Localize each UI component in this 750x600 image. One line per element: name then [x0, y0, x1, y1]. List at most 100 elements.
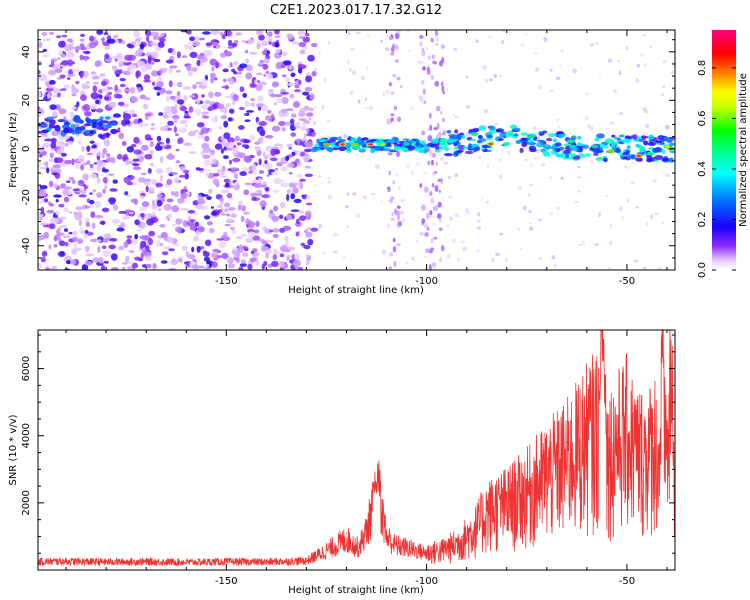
spectrogram-cell	[262, 151, 266, 158]
spectrogram-cell	[230, 197, 234, 201]
spectrogram-cell	[619, 206, 623, 211]
spectrogram-cell	[432, 152, 436, 158]
spectrogram-cell	[633, 259, 639, 263]
spectrogram-cell	[431, 159, 434, 166]
spectrogram-cell	[121, 215, 130, 220]
spectrogram-cell	[210, 211, 218, 216]
spectrogram-cell	[272, 254, 278, 261]
spectrogram-cell	[50, 217, 59, 224]
spectrogram-cell	[68, 176, 75, 181]
spectrogram-cell	[240, 215, 245, 223]
spectrogram-cell	[280, 143, 284, 150]
spectrogram-frame	[37, 29, 676, 271]
spectrogram-cell	[665, 124, 670, 130]
spectrogram-cell	[68, 50, 75, 58]
spectrogram-cell	[102, 250, 110, 258]
spectrogram-cell	[196, 122, 205, 128]
spectrogram-cell	[226, 213, 230, 217]
spectrogram-cell	[251, 196, 257, 201]
spectrogram-cell	[387, 152, 393, 156]
spectrogram-cell	[177, 227, 182, 235]
spectrogram-cell	[63, 84, 70, 90]
spectrogram-cell	[440, 245, 445, 252]
spectrogram-cell	[175, 133, 179, 136]
spectrogram-cell	[595, 41, 599, 46]
colorbar-label: Normalized spectral amplitude	[738, 73, 749, 227]
spectrogram-cell	[231, 100, 236, 106]
spectrogram-y-tick-label: -20	[21, 189, 32, 205]
spectrogram-cell	[250, 84, 258, 87]
spectrogram-cell	[265, 187, 270, 192]
spectrogram-cell	[557, 125, 561, 129]
spectrogram-cell	[111, 157, 116, 164]
spectrogram-cell	[69, 211, 73, 214]
spectrogram-cell	[79, 54, 84, 61]
spectrogram-cell	[159, 174, 164, 182]
spectrogram-cell	[97, 177, 101, 184]
spectrogram-cell	[125, 255, 130, 263]
spectrogram-cell	[51, 265, 58, 270]
spectrogram-cell	[38, 234, 42, 242]
spectrogram-cell	[152, 199, 156, 206]
spectrogram-cell	[194, 36, 200, 42]
spectrogram-cell	[158, 112, 164, 116]
spectrogram-cell	[350, 47, 355, 52]
spectrogram-cell	[71, 88, 80, 94]
spectrogram-cell	[668, 136, 675, 140]
spectrogram-cell	[318, 223, 323, 229]
spectrogram-cell	[174, 176, 179, 184]
spectrogram-cell	[194, 221, 199, 227]
spectrogram-cell	[150, 162, 154, 167]
spectrogram-cell	[274, 30, 280, 35]
spectrogram-cell	[657, 267, 662, 270]
spectrogram-cell	[306, 133, 313, 137]
spectrogram-cell	[59, 183, 64, 189]
spectrogram-cell	[150, 179, 158, 185]
spectrogram-cell	[236, 142, 242, 146]
spectrogram-cell	[298, 118, 307, 121]
spectrogram-cell	[125, 159, 130, 166]
spectrogram-cell	[90, 92, 99, 100]
spectrogram-cell	[57, 119, 65, 123]
spectrogram-cell	[219, 197, 224, 203]
spectrogram-cell	[176, 51, 181, 59]
spectrogram-cell	[468, 128, 477, 133]
spectrogram-cell	[71, 93, 77, 97]
spectrogram-cell	[196, 198, 206, 205]
spectrogram-cell	[162, 251, 169, 256]
spectrogram-cell	[163, 203, 172, 211]
spectrogram-cell	[396, 243, 401, 247]
spectrogram-cell	[66, 73, 76, 77]
spectrogram-cell	[271, 215, 280, 222]
spectrogram-cell	[46, 116, 54, 120]
spectrogram-cell	[278, 214, 284, 219]
spectrogram-cell	[183, 142, 192, 146]
spectrogram-cell	[186, 64, 192, 72]
spectrogram-cell	[115, 39, 119, 45]
spectrogram-cell	[108, 173, 115, 176]
spectrogram-cell	[631, 162, 635, 165]
spectrogram-cell	[97, 151, 102, 157]
spectrogram-cell	[78, 194, 87, 198]
spectrogram-cell	[216, 168, 222, 174]
spectrogram-cell	[350, 90, 354, 95]
spectrogram-cell	[108, 237, 118, 242]
spectrogram-cell	[276, 98, 283, 103]
spectrogram-cell	[543, 37, 548, 43]
spectrogram-cell	[124, 191, 129, 196]
snr-point	[394, 539, 396, 541]
spectrogram-cell	[145, 256, 152, 261]
spectrogram-cell	[208, 127, 213, 134]
spectrogram-cell	[216, 238, 225, 241]
spectrogram-cell	[286, 256, 290, 262]
spectrogram-cell	[241, 144, 247, 148]
spectrogram-cell	[58, 216, 67, 220]
spectrogram-cell	[636, 154, 642, 158]
spectrogram-cell	[428, 150, 433, 156]
spectrogram-cell	[640, 53, 644, 57]
snr-point	[486, 502, 488, 504]
spectrogram-cell	[126, 43, 133, 48]
spectrogram-cell	[242, 92, 247, 98]
spectrogram-cell	[276, 161, 283, 167]
spectrogram-cell	[214, 77, 218, 81]
